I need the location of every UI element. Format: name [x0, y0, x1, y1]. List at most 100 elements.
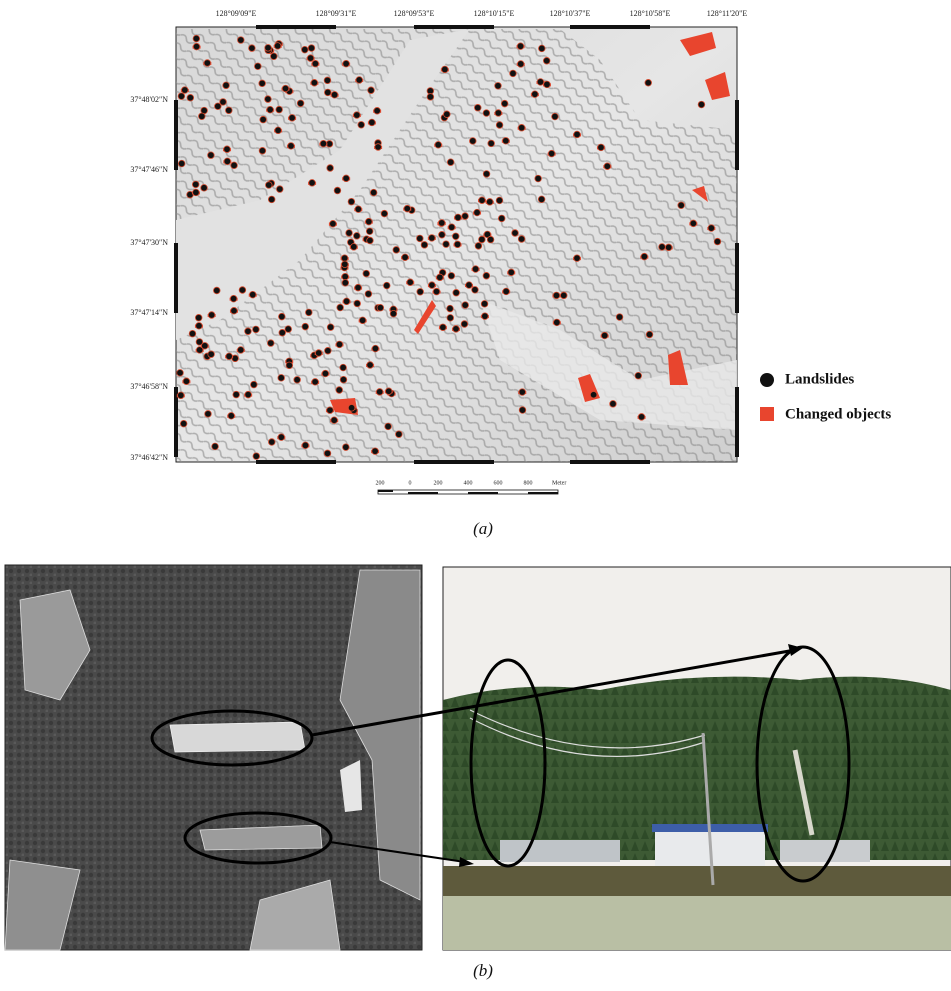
- landslide-dot: [285, 326, 292, 333]
- landslide-dot: [279, 329, 286, 336]
- landslide-dot: [474, 104, 481, 111]
- landslide-dot: [560, 292, 567, 299]
- caption: (a): [473, 519, 493, 538]
- landslide-dot: [453, 326, 460, 333]
- landslide-dot: [193, 35, 200, 42]
- landslide-dot: [265, 96, 272, 103]
- landslide-dot: [322, 370, 329, 377]
- landslide-dot: [282, 85, 289, 92]
- landslide-dot: [537, 79, 544, 86]
- landslide-dot: [512, 230, 519, 237]
- landslide-dot: [208, 152, 215, 159]
- landslide-dot: [192, 181, 199, 188]
- landslide-dot: [532, 91, 539, 98]
- landslide-dot: [678, 202, 685, 209]
- landslide-dot: [402, 254, 409, 261]
- landslide-dot: [435, 141, 442, 148]
- landslide-dot: [517, 43, 524, 50]
- landslide-dot: [348, 198, 355, 205]
- landslide-dot: [469, 138, 476, 145]
- longitude-label: 128°10'37"E: [550, 9, 591, 18]
- landslide-dot: [508, 269, 515, 276]
- landslide-dot: [208, 312, 215, 319]
- landslide-dot: [330, 220, 337, 227]
- landslide-dot: [448, 224, 455, 231]
- landslide-dot: [253, 326, 260, 333]
- landslide-dot: [462, 213, 469, 220]
- landslide-dot: [245, 328, 252, 335]
- landslide-dot: [472, 266, 479, 273]
- landslide-dot: [448, 272, 455, 279]
- landslide-dot: [204, 60, 211, 67]
- landslide-dot: [224, 158, 231, 165]
- landslide-dot: [249, 45, 256, 52]
- landslide-dot: [254, 63, 261, 70]
- landslide-dot: [535, 175, 542, 182]
- landslide-dot: [503, 288, 510, 295]
- landslide-dot: [237, 347, 244, 354]
- landslide-dot: [659, 244, 666, 251]
- scale-label: 800: [524, 480, 533, 486]
- landslide-dot: [302, 323, 309, 330]
- landslide-dot: [510, 70, 517, 77]
- landslide-dot: [212, 443, 219, 450]
- longitude-label: 128°09'53"E: [394, 9, 435, 18]
- landslide-dot: [267, 106, 274, 113]
- scale-label: 400: [464, 480, 473, 486]
- landslide-dot: [407, 279, 414, 286]
- landslide-dot: [251, 381, 258, 388]
- landslide-dot: [340, 376, 347, 383]
- scale-label: Meter: [552, 480, 566, 486]
- landslide-dot: [259, 80, 266, 87]
- landslide-dot: [343, 298, 350, 305]
- landslide-dot: [259, 147, 266, 154]
- figure: 128°09'09"E128°09'31"E128°09'53"E128°10'…: [0, 0, 951, 986]
- landslide-dot: [342, 261, 349, 268]
- landslide-dot: [698, 101, 705, 108]
- landslide-dot: [641, 253, 648, 260]
- landslide-dot: [466, 282, 473, 289]
- landslide-dot: [429, 235, 436, 242]
- longitude-label: 128°10'15"E: [474, 9, 515, 18]
- landslide-dot: [447, 315, 454, 322]
- landslide-dot: [286, 362, 293, 369]
- landslide-dot: [714, 238, 721, 245]
- landslide-dot: [519, 389, 526, 396]
- landslide-dot: [483, 171, 490, 178]
- landslide-dot: [393, 247, 400, 254]
- landslide-dot: [355, 206, 362, 213]
- landslide-dot: [239, 287, 246, 294]
- landslide-dot: [604, 163, 611, 170]
- landslide-dot: [376, 389, 383, 396]
- landslide-dot: [447, 305, 454, 312]
- landslide-dot: [343, 444, 350, 451]
- landslide-dot: [353, 233, 360, 240]
- landslide-dot: [439, 231, 446, 238]
- landslide-dot: [539, 45, 546, 52]
- landslide-dot: [208, 351, 215, 358]
- legend-dot: [760, 373, 774, 387]
- landslide-dot: [320, 140, 327, 147]
- landslide-dot: [342, 273, 349, 280]
- landslide-dot: [177, 370, 184, 377]
- landslide-dot: [381, 210, 388, 217]
- legend-label: Landslides: [785, 371, 854, 387]
- landslide-dot: [375, 144, 382, 151]
- landslide-dot: [275, 127, 282, 134]
- landslide-dot: [327, 324, 334, 331]
- landslide-dot: [324, 450, 331, 457]
- landslide-dot: [178, 392, 185, 399]
- latitude-label: 37°47'30"N: [130, 238, 168, 247]
- landslide-dot: [554, 319, 561, 326]
- landslide-dot: [226, 353, 233, 360]
- landslide-dot: [708, 225, 715, 232]
- landslide-dot: [342, 279, 349, 286]
- landslide-dot: [433, 288, 440, 295]
- landslide-dot: [276, 106, 283, 113]
- landslide-dot: [665, 244, 672, 251]
- latitude-label: 37°46'42"N: [130, 453, 168, 462]
- landslide-dot: [268, 439, 275, 446]
- landslide-dot: [517, 61, 524, 68]
- landslide-dot: [355, 284, 362, 291]
- landslide-dot: [327, 407, 334, 414]
